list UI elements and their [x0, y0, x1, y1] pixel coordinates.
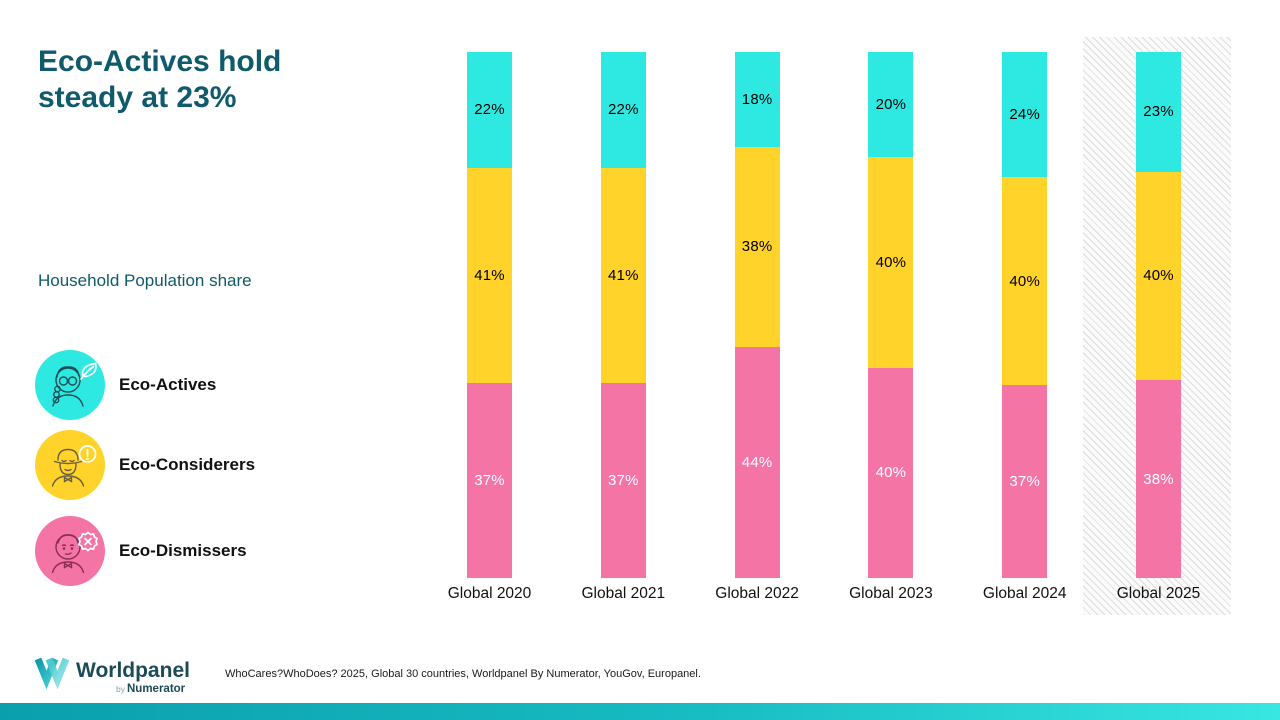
- page-title-line2: steady at 23%: [38, 81, 237, 114]
- segment-value-label: 44%: [741, 453, 773, 471]
- segment-eco-actives: 23%: [1136, 52, 1181, 172]
- segment-value-label: 40%: [1009, 272, 1040, 290]
- segment-value-label: 22%: [607, 101, 639, 119]
- legend-label-eco-dismissers: Eco-Dismissers: [119, 541, 247, 560]
- segment-value-label: 37%: [607, 472, 639, 490]
- segment-eco-actives: 18%: [734, 52, 780, 147]
- segment-value-label: 41%: [607, 267, 639, 285]
- segment-eco-considerers: 40%: [868, 157, 914, 368]
- segment-value-label: 40%: [875, 464, 907, 482]
- x-axis-label-global-2024: Global 2024: [982, 585, 1067, 602]
- segment-eco-actives: 24%: [1002, 52, 1048, 177]
- segment-eco-considerers: 41%: [600, 167, 646, 384]
- page-title: Eco-Actives hold steady at 23%: [38, 44, 418, 116]
- x-axis-label-global-2022: Global 2022: [715, 585, 799, 602]
- segment-value-label: 40%: [1143, 267, 1174, 285]
- segment-eco-dismissers: 38%: [1136, 380, 1181, 578]
- segment-value-label: 20%: [875, 96, 907, 114]
- segment-value-label: 37%: [1009, 473, 1040, 491]
- segment-value-label: 37%: [474, 472, 505, 490]
- legend-label-eco-considerers: Eco-Considerers: [119, 455, 256, 474]
- segment-eco-dismissers: 44%: [734, 346, 780, 578]
- segment-eco-considerers: 41%: [467, 167, 512, 384]
- person-with-exclamation-icon: [35, 430, 105, 500]
- segment-eco-dismissers: 37%: [1002, 385, 1048, 578]
- x-axis-label-global-2020: Global 2020: [447, 585, 532, 602]
- bottom-accent-bar: [0, 703, 1280, 720]
- worldpanel-logo: Worldpanel by Numerator: [34, 657, 190, 695]
- bar-global-2020: 22% 41% 37%: [467, 52, 512, 578]
- segment-eco-considerers: 38%: [734, 146, 780, 347]
- segment-eco-actives: 22%: [467, 52, 512, 168]
- segment-value-label: 38%: [1143, 470, 1174, 488]
- person-with-leaf-icon: [35, 350, 105, 420]
- legend-item-eco-dismissers: Eco-Dismissers: [35, 516, 247, 586]
- logo-byline-brand: Numerator: [127, 683, 186, 695]
- bar-global-2022: 18% 38% 44%: [734, 52, 780, 578]
- logo-byline-prefix: by: [116, 684, 126, 694]
- bar-global-2025: 23% 40% 38%: [1136, 52, 1181, 578]
- segment-value-label: 41%: [474, 267, 505, 285]
- bar-global-2023: 20% 40% 40%: [868, 52, 914, 578]
- segment-eco-dismissers: 37%: [600, 383, 646, 578]
- segment-value-label: 22%: [474, 101, 505, 119]
- person-with-cross-icon: [35, 516, 105, 586]
- segment-eco-actives: 20%: [868, 52, 914, 158]
- segment-eco-considerers: 40%: [1136, 171, 1181, 381]
- legend-item-eco-considerers: Eco-Considerers: [35, 430, 255, 500]
- legend-item-eco-actives: Eco-Actives: [35, 350, 216, 420]
- segment-value-label: 24%: [1009, 105, 1040, 123]
- page-subtitle: Household Population share: [38, 271, 252, 290]
- segment-value-label: 38%: [741, 238, 773, 256]
- segment-eco-dismissers: 40%: [868, 367, 914, 578]
- segment-eco-actives: 22%: [600, 52, 646, 168]
- bar-global-2024: 24% 40% 37%: [1002, 52, 1048, 578]
- page-title-line1: Eco-Actives hold: [38, 45, 282, 78]
- x-axis-label-global-2021: Global 2021: [581, 585, 666, 602]
- legend-label-eco-actives: Eco-Actives: [119, 375, 217, 394]
- x-axis-label-global-2023: Global 2023: [849, 585, 933, 602]
- segment-value-label: 23%: [1143, 103, 1174, 121]
- source-text: WhoCares?WhoDoes? 2025, Global 30 countr…: [225, 668, 701, 680]
- segment-eco-dismissers: 37%: [467, 383, 512, 578]
- x-axis-label-global-2025: Global 2025: [1116, 585, 1201, 602]
- segment-value-label: 18%: [741, 90, 773, 108]
- segment-eco-considerers: 40%: [1002, 176, 1048, 386]
- bar-global-2021: 22% 41% 37%: [600, 52, 646, 578]
- segment-value-label: 40%: [875, 253, 907, 271]
- logo-brand-text: Worldpanel: [76, 659, 190, 682]
